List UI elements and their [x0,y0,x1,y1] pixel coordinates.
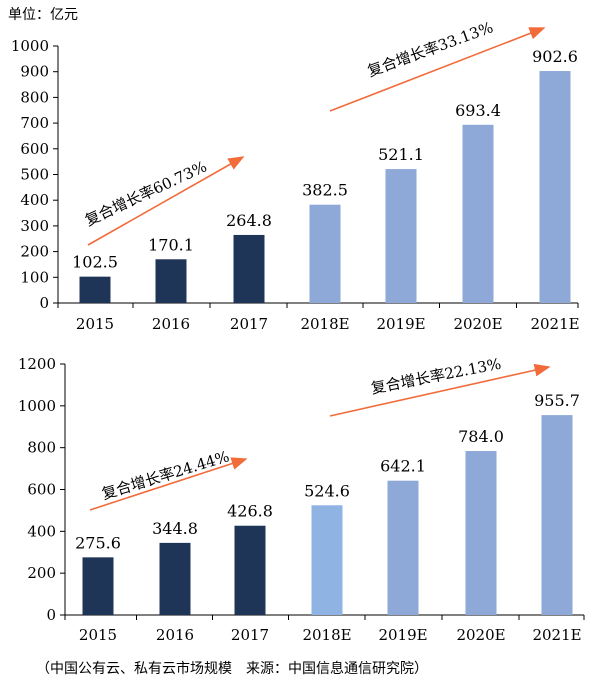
bar-2015 [82,557,114,615]
source-note: （中国公有云、私有云市场规模 来源：中国信息通信研究院） [36,661,428,677]
bar-2021e [539,71,571,303]
data-label: 264.8 [226,211,272,230]
bar-2019e [385,169,417,303]
x-tick-label: 2020E [456,626,505,644]
x-tick-label: 2015 [76,315,114,333]
data-label: 382.5 [302,181,348,200]
bar-2018e [309,204,341,303]
bar-2016 [159,542,191,615]
data-label: 426.8 [227,502,273,521]
bar-2017 [234,525,266,615]
y-tick-label: 200 [20,243,49,261]
y-tick-label: 300 [20,217,49,235]
bar-2016 [155,259,187,303]
data-label: 902.6 [532,47,578,66]
public-cloud-chart: 0 100 200 300 400 500 600 700 800 900 1000 102.5 201… [11,18,580,333]
bar-2020e [465,451,497,615]
x-tick-label: 2016 [156,626,194,644]
growth-arrow [329,363,551,417]
y-tick-label: 900 [20,63,49,81]
growth-rate-annotation: 复合增长率33.13% [365,18,495,80]
growth-arrow [87,156,245,246]
x-tick-label: 2020E [453,315,502,333]
data-label: 955.7 [534,391,580,410]
x-tick-label: 2017 [230,315,268,333]
y-tick-label: 400 [20,191,49,209]
growth-rate-annotation: 复合增长率22.13% [369,355,502,398]
y-tick-label: 100 [20,268,49,286]
x-tick-label: 2018E [302,626,351,644]
data-label: 642.1 [380,457,426,476]
x-tick-label: 2021E [530,315,579,333]
data-label: 102.5 [72,253,118,272]
private-cloud-chart: 0 200 400 600 800 1000 1200 275.6 2015 344.8 2016 4… [18,355,585,644]
unit-label: 单位：亿元 [8,7,78,23]
x-tick-label: 2016 [152,315,190,333]
growth-arrow [329,27,546,112]
y-tick-label: 800 [20,88,49,106]
y-tick-label: 1000 [18,397,56,415]
x-tick-label: 2017 [231,626,269,644]
growth-rate-annotation: 复合增长率60.73% [82,157,209,229]
y-tick-label: 600 [27,481,56,499]
x-tick-label: 2015 [79,626,117,644]
y-tick-label: 600 [20,140,49,158]
bar-2015 [79,276,111,303]
growth-rate-annotation: 复合增长率24.44% [100,447,232,503]
y-tick-label: 800 [27,439,56,457]
x-tick-label: 2019E [376,315,425,333]
data-label: 521.1 [378,145,424,164]
y-tick-label: 700 [20,114,49,132]
x-tick-label: 2018E [300,315,349,333]
y-tick-label: 200 [27,564,56,582]
data-label: 170.1 [148,235,194,254]
bar-2018e [311,505,343,615]
bar-2021e [541,415,573,615]
y-tick-label: 500 [20,166,49,184]
x-tick-label: 2021E [532,626,581,644]
x-tick-label: 2019E [378,626,427,644]
growth-arrow [89,457,248,511]
data-label: 693.4 [455,101,501,120]
data-label: 784.0 [458,427,504,446]
bar-2020e [462,124,494,303]
data-label: 524.6 [304,481,350,500]
data-label: 344.8 [152,519,198,538]
y-tick-label: 0 [39,294,49,312]
bar-2017 [233,234,265,303]
y-tick-label: 400 [27,522,56,540]
bar-2019e [387,480,419,615]
y-tick-label: 1200 [18,355,56,373]
y-tick-label: 0 [46,606,56,624]
data-label: 275.6 [75,533,121,552]
y-tick-label: 1000 [11,37,49,55]
